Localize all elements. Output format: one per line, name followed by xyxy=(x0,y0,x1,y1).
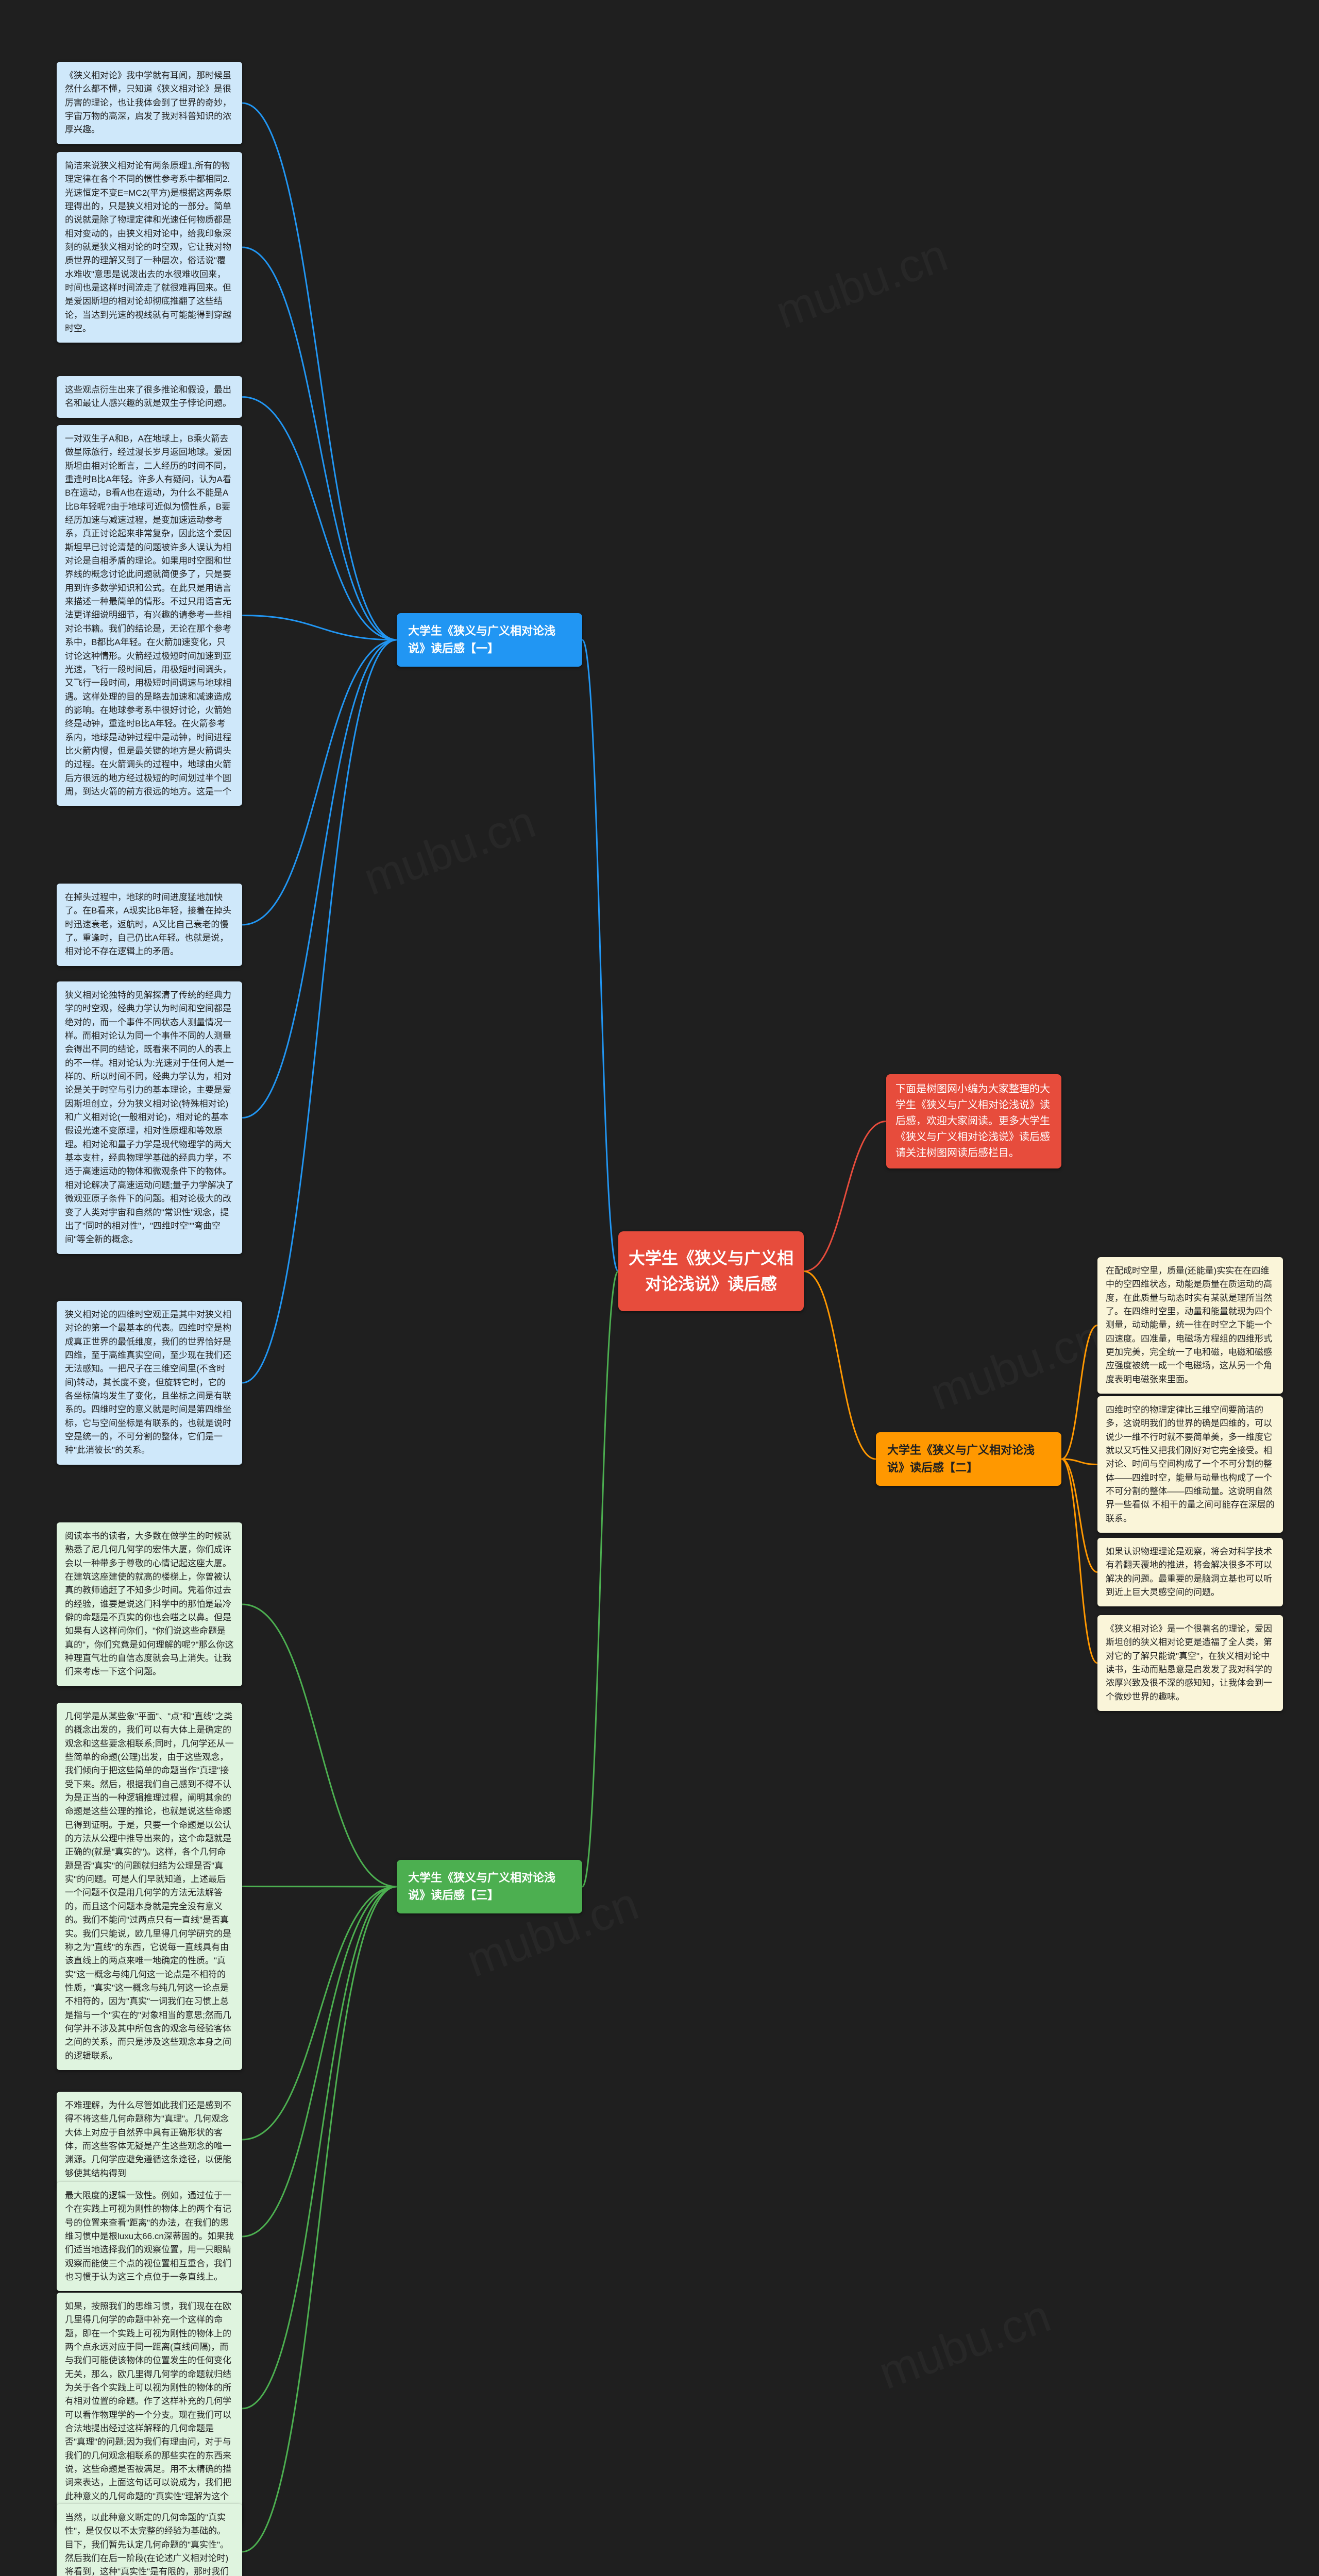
branch-3-leaf-2: 几何学是从某些象"平面"、"点"和"直线"之类的概念出发的，我们可以有大体上是确… xyxy=(57,1703,242,2070)
branch-3-leaf-3: 不难理解，为什么尽管如此我们还是感到不得不将这些几何命题称为"真理"。几何观念大… xyxy=(57,2092,242,2188)
branch-1-leaf-3: 这些观点衍生出来了很多推论和假设，最出名和最让人感兴趣的就是双生子悖论问题。 xyxy=(57,376,242,418)
watermark: mubu.cn xyxy=(357,795,543,906)
branch-3-leaf-5: 如果，按照我们的思维习惯，我们现在在欧几里得几何学的命题中补充一个这样的命题，即… xyxy=(57,2293,242,2524)
branch-1-leaf-4: 一对双生子A和B，A在地球上，B乘火箭去做星际旅行，经过漫长岁月返回地球。爱因斯… xyxy=(57,425,242,806)
connector xyxy=(804,1122,886,1272)
root-node: 大学生《狭义与广义相对论浅说》读后感 xyxy=(618,1231,804,1311)
connector xyxy=(242,1887,397,2409)
connector xyxy=(582,1272,618,1887)
connector xyxy=(242,640,397,1383)
connector xyxy=(804,1272,876,1460)
connector xyxy=(242,247,397,640)
watermark: mubu.cn xyxy=(924,1311,1109,1421)
connector xyxy=(1061,1459,1097,1572)
connector xyxy=(242,640,397,925)
branch-1-leaf-7: 狭义相对论的四维时空观正是其中对狭义相对论的第一个最基本的代表。四维时空是构成真… xyxy=(57,1301,242,1465)
watermark: mubu.cn xyxy=(769,229,955,340)
connector xyxy=(1061,1459,1097,1465)
branch-1-leaf-2: 简洁来说狭义相对论有两条原理1.所有的物理定律在各个不同的惯性参考系中都相同2.… xyxy=(57,152,242,343)
branch-2-leaf-1: 在配成时空里，质量(还能量)实实在在四维中的空四维状态，动能是质量在质运动的高度… xyxy=(1097,1257,1283,1394)
branch-1-leaf-1: 《狭义相对论》我中学就有耳闻，那时候虽然什么都不懂，只知道《狭义相对论》是很厉害… xyxy=(57,62,242,144)
connector xyxy=(582,640,618,1272)
branch-1: 大学生《狭义与广义相对论浅说》读后感【一】 xyxy=(397,613,582,667)
connector xyxy=(242,1604,397,1887)
connector xyxy=(242,397,397,640)
branch-2-leaf-2: 四维时空的物理定律比三维空间要简洁的多，这说明我们的世界的确是四维的，可以说少一… xyxy=(1097,1396,1283,1533)
branch-2-leaf-3: 如果认识物理理论是观察，将会对科学技术有着翻天覆地的推进，将会解决很多不可以解决… xyxy=(1097,1538,1283,1606)
connector xyxy=(1061,1326,1097,1460)
watermark: mubu.cn xyxy=(872,2290,1058,2400)
branch-2: 大学生《狭义与广义相对论浅说》读后感【二】 xyxy=(876,1432,1061,1486)
intro-node: 下面是树图网小编为大家整理的大学生《狭义与广义相对论浅说》读后感，欢迎大家阅读。… xyxy=(886,1074,1061,1168)
connector xyxy=(242,103,397,640)
connector xyxy=(242,1887,397,2140)
connector xyxy=(242,640,397,1118)
connector xyxy=(242,616,397,640)
connector xyxy=(242,1887,397,2552)
branch-1-leaf-5: 在掉头过程中，地球的时间进度猛地加快了。在B看来，A现实比B年轻，接着在掉头时迅… xyxy=(57,884,242,966)
branch-3-leaf-4: 最大限度的逻辑一致性。例如，通过位于一个在实践上可视为刚性的物体上的两个有记号的… xyxy=(57,2182,242,2291)
branch-3: 大学生《狭义与广义相对论浅说》读后感【三】 xyxy=(397,1860,582,1913)
branch-2-leaf-4: 《狭义相对论》是一个很著名的理论，爱因斯坦创的狭义相对论更是造福了全人类，第对它… xyxy=(1097,1615,1283,1711)
branch-3-leaf-1: 阅读本书的读者，大多数在做学生的时候就熟悉了尼几何几何学的宏伟大厦，你们成许会以… xyxy=(57,1522,242,1686)
connector xyxy=(1061,1459,1097,1663)
branch-3-leaf-6: 当然，以此种意义断定的几何命题的"真实性"，是仅仅以不太完整的经验为基础的。目下… xyxy=(57,2504,242,2576)
connector xyxy=(242,1887,397,2236)
branch-1-leaf-6: 狭义相对论独特的见解探清了传统的经典力学的时空观，经典力学认为时间和空间都是绝对… xyxy=(57,981,242,1254)
